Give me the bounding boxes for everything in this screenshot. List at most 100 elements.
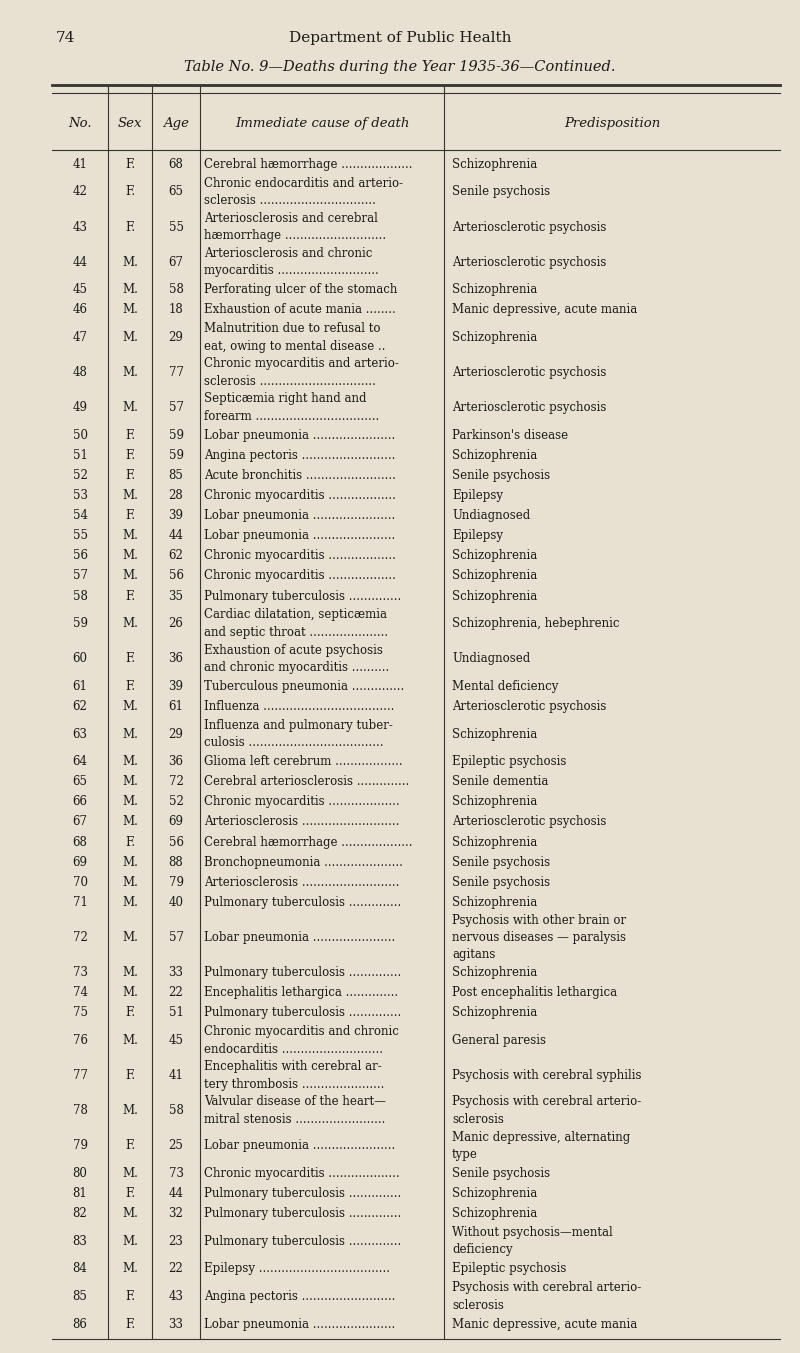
Text: M.: M.: [122, 796, 138, 808]
Text: F.: F.: [125, 1139, 135, 1153]
Text: 57: 57: [169, 402, 183, 414]
Text: M.: M.: [122, 855, 138, 869]
Text: 88: 88: [169, 855, 183, 869]
Text: 72: 72: [73, 931, 87, 944]
Text: Schizophrenia: Schizophrenia: [452, 449, 538, 461]
Text: F.: F.: [125, 1069, 135, 1082]
Text: 72: 72: [169, 775, 183, 789]
Text: 83: 83: [73, 1235, 87, 1247]
Text: Schizophrenia: Schizophrenia: [452, 836, 538, 848]
Text: 33: 33: [169, 966, 183, 980]
Text: type: type: [452, 1149, 478, 1161]
Text: 74: 74: [56, 31, 75, 45]
Text: 66: 66: [73, 796, 87, 808]
Text: 64: 64: [73, 755, 87, 769]
Text: No.: No.: [68, 116, 92, 130]
Text: Schizophrenia: Schizophrenia: [452, 1207, 538, 1220]
Text: F.: F.: [125, 1289, 135, 1303]
Text: eat, owing to mental disease ..: eat, owing to mental disease ..: [204, 340, 386, 353]
Text: Pulmonary tuberculosis ..............: Pulmonary tuberculosis ..............: [204, 1207, 402, 1220]
Text: Pulmonary tuberculosis ..............: Pulmonary tuberculosis ..............: [204, 590, 402, 602]
Text: Senile psychosis: Senile psychosis: [452, 875, 550, 889]
Text: M.: M.: [122, 896, 138, 909]
Text: M.: M.: [122, 755, 138, 769]
Text: Exhaustion of acute mania ........: Exhaustion of acute mania ........: [204, 303, 396, 317]
Text: Without psychosis—mental: Without psychosis—mental: [452, 1226, 613, 1239]
Text: 58: 58: [169, 283, 183, 296]
Text: 22: 22: [169, 986, 183, 999]
Text: and septic throat .....................: and septic throat .....................: [204, 626, 388, 639]
Text: 62: 62: [169, 549, 183, 563]
Text: 44: 44: [73, 256, 87, 269]
Text: Tuberculous pneumonia ..............: Tuberculous pneumonia ..............: [204, 681, 404, 693]
Text: Valvular disease of the heart—: Valvular disease of the heart—: [204, 1096, 386, 1108]
Text: Arteriosclerotic psychosis: Arteriosclerotic psychosis: [452, 221, 606, 234]
Text: M.: M.: [122, 256, 138, 269]
Text: 81: 81: [73, 1187, 87, 1200]
Text: Epileptic psychosis: Epileptic psychosis: [452, 1262, 566, 1276]
Text: Schizophrenia: Schizophrenia: [452, 796, 538, 808]
Text: F.: F.: [125, 221, 135, 234]
Text: Chronic myocarditis ..................: Chronic myocarditis ..................: [204, 549, 396, 563]
Text: Lobar pneumonia ......................: Lobar pneumonia ......................: [204, 1318, 395, 1330]
Text: F.: F.: [125, 1187, 135, 1200]
Text: M.: M.: [122, 303, 138, 317]
Text: Cardiac dilatation, septicæmia: Cardiac dilatation, septicæmia: [204, 609, 387, 621]
Text: 79: 79: [73, 1139, 87, 1153]
Text: Psychosis with cerebral arterio-: Psychosis with cerebral arterio-: [452, 1281, 642, 1293]
Text: 57: 57: [73, 570, 87, 582]
Text: Lobar pneumonia ......................: Lobar pneumonia ......................: [204, 1139, 395, 1153]
Text: F.: F.: [125, 652, 135, 666]
Text: Department of Public Health: Department of Public Health: [289, 31, 511, 45]
Text: Schizophrenia: Schizophrenia: [452, 570, 538, 582]
Text: F.: F.: [125, 158, 135, 170]
Text: Sex: Sex: [118, 116, 142, 130]
Text: M.: M.: [122, 402, 138, 414]
Text: M.: M.: [122, 728, 138, 740]
Text: 41: 41: [169, 1069, 183, 1082]
Text: 84: 84: [73, 1262, 87, 1276]
Text: 52: 52: [73, 469, 87, 482]
Text: Arteriosclerosis ..........................: Arteriosclerosis .......................…: [204, 816, 399, 828]
Text: Schizophrenia: Schizophrenia: [452, 283, 538, 296]
Text: sclerosis ...............................: sclerosis ..............................…: [204, 375, 376, 388]
Text: Arteriosclerosis and cerebral: Arteriosclerosis and cerebral: [204, 212, 378, 225]
Text: 68: 68: [169, 158, 183, 170]
Text: Arteriosclerosis and chronic: Arteriosclerosis and chronic: [204, 246, 372, 260]
Text: 59: 59: [169, 429, 183, 442]
Text: 46: 46: [73, 303, 87, 317]
Text: M.: M.: [122, 816, 138, 828]
Text: 62: 62: [73, 700, 87, 713]
Text: 26: 26: [169, 617, 183, 630]
Text: 73: 73: [169, 1166, 183, 1180]
Text: M.: M.: [122, 1104, 138, 1118]
Text: Chronic myocarditis and arterio-: Chronic myocarditis and arterio-: [204, 357, 399, 371]
Text: tery thrombosis ......................: tery thrombosis ......................: [204, 1078, 384, 1091]
Text: deficiency: deficiency: [452, 1243, 513, 1257]
Text: F.: F.: [125, 1007, 135, 1019]
Text: Lobar pneumonia ......................: Lobar pneumonia ......................: [204, 931, 395, 944]
Text: Chronic myocarditis ..................: Chronic myocarditis ..................: [204, 570, 396, 582]
Text: 67: 67: [73, 816, 87, 828]
Text: M.: M.: [122, 570, 138, 582]
Text: 67: 67: [169, 256, 183, 269]
Text: M.: M.: [122, 931, 138, 944]
Text: 43: 43: [73, 221, 87, 234]
Text: Chronic myocarditis and chronic: Chronic myocarditis and chronic: [204, 1026, 399, 1038]
Text: 69: 69: [73, 855, 87, 869]
Text: 51: 51: [73, 449, 87, 461]
Text: Arteriosclerosis ..........................: Arteriosclerosis .......................…: [204, 875, 399, 889]
Text: 33: 33: [169, 1318, 183, 1330]
Text: Chronic myocarditis ...................: Chronic myocarditis ...................: [204, 1166, 400, 1180]
Text: nervous diseases — paralysis: nervous diseases — paralysis: [452, 931, 626, 944]
Text: 25: 25: [169, 1139, 183, 1153]
Text: Immediate cause of death: Immediate cause of death: [235, 116, 409, 130]
Text: 18: 18: [169, 303, 183, 317]
Text: F.: F.: [125, 681, 135, 693]
Text: 35: 35: [169, 590, 183, 602]
Text: Arteriosclerotic psychosis: Arteriosclerotic psychosis: [452, 700, 606, 713]
Text: M.: M.: [122, 700, 138, 713]
Text: 50: 50: [73, 429, 87, 442]
Text: Schizophrenia: Schizophrenia: [452, 1007, 538, 1019]
Text: 85: 85: [169, 469, 183, 482]
